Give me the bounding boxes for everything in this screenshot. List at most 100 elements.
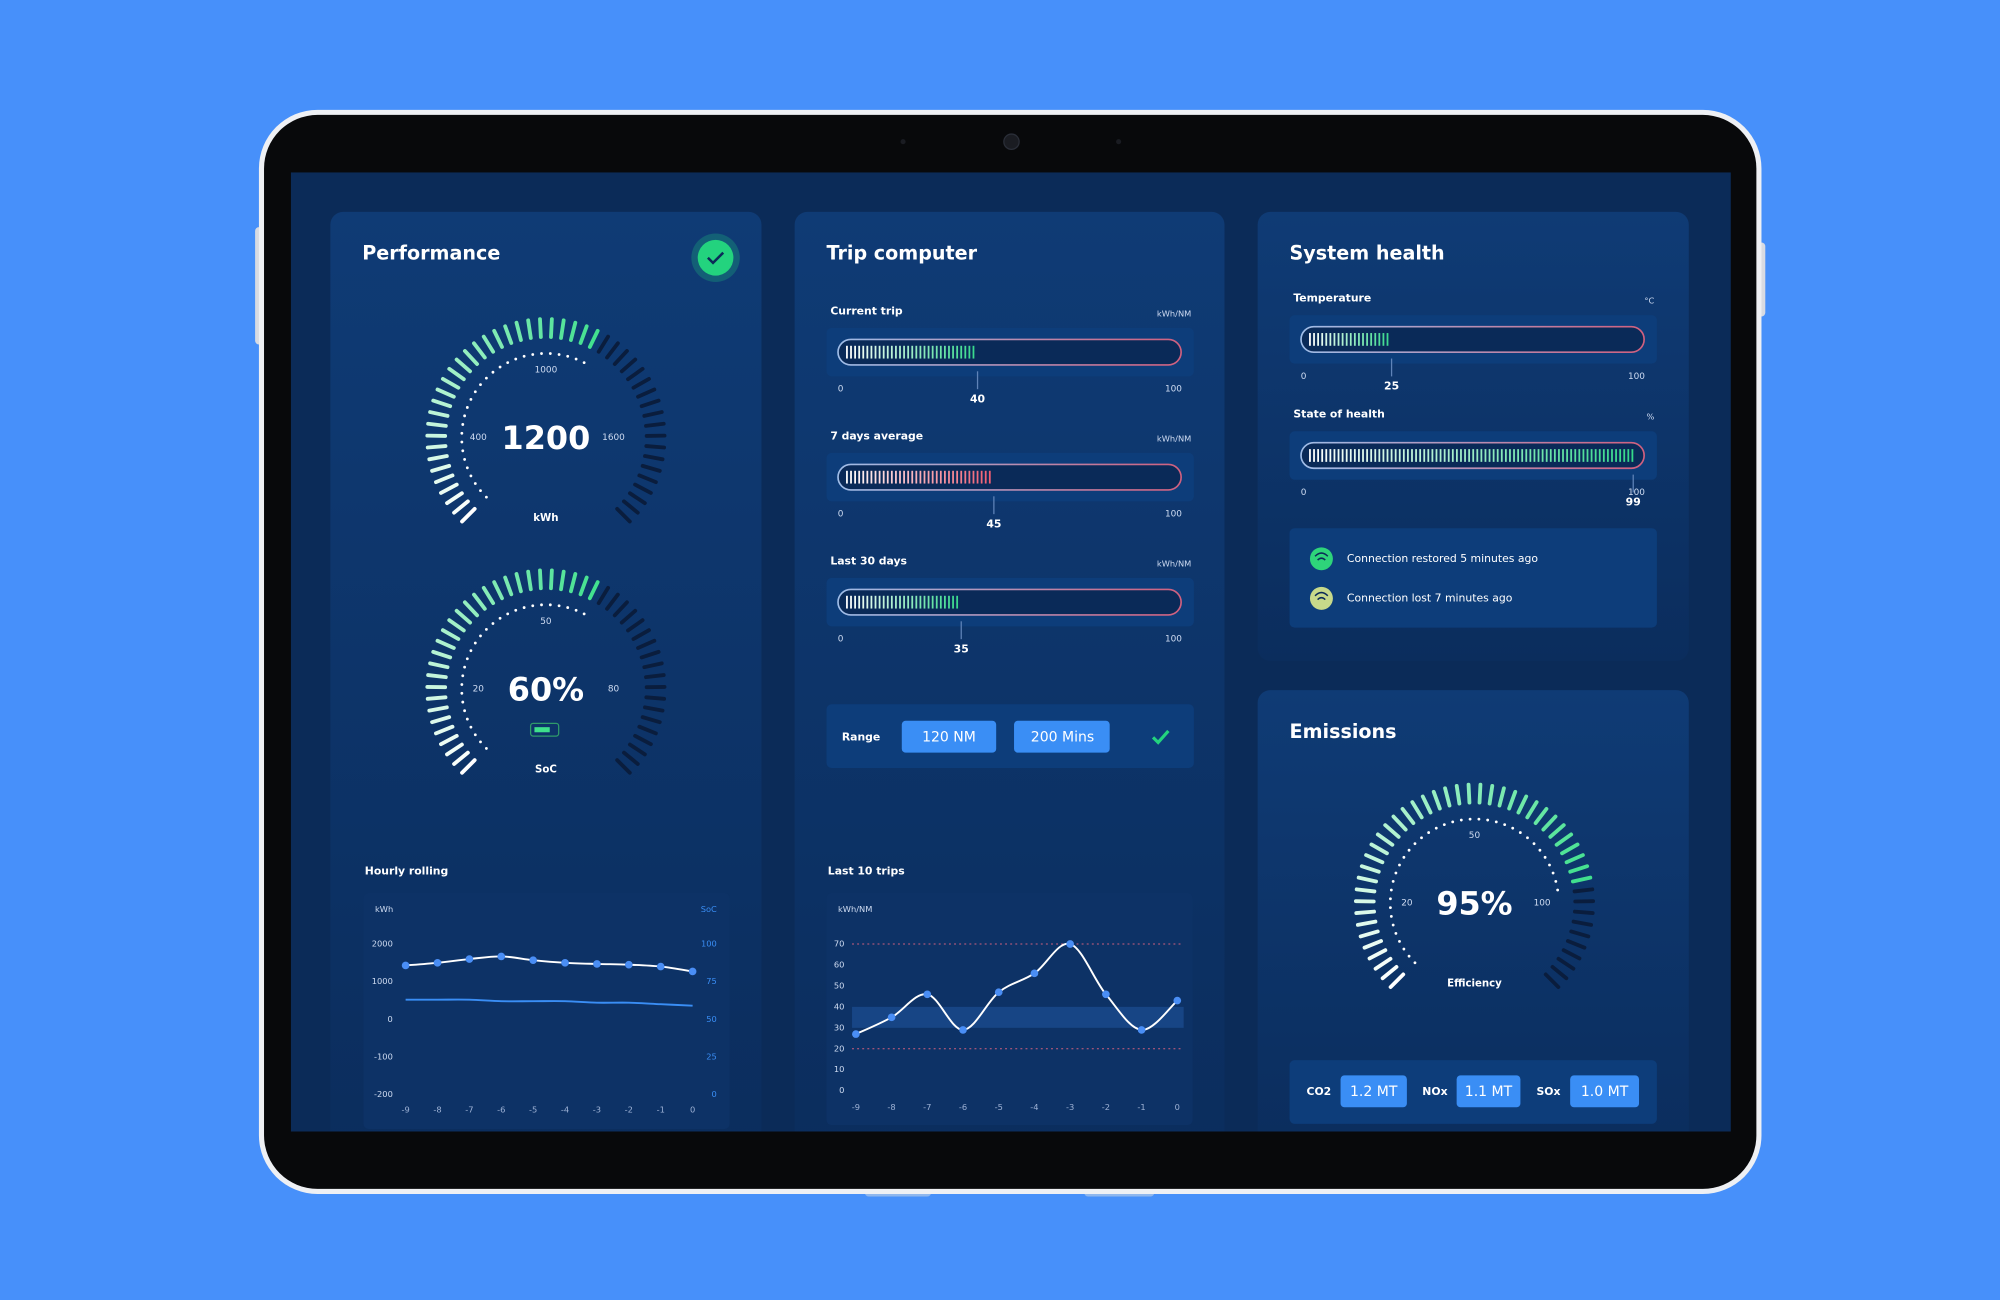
gauge-tick bbox=[1569, 929, 1591, 939]
x-tick-label: -4 bbox=[1030, 1102, 1038, 1112]
bar-track bbox=[1300, 325, 1645, 353]
gauge-tick bbox=[622, 499, 640, 515]
gauge-tick-label: 400 bbox=[470, 433, 487, 443]
pollutant-amount: 1.0 MT bbox=[1581, 1084, 1629, 1100]
gauge-dot bbox=[1532, 842, 1536, 846]
bar-unit: kWh/NM bbox=[1157, 433, 1191, 443]
gauge-tick-lit bbox=[425, 695, 448, 701]
range-box bbox=[826, 704, 1194, 768]
gauge-tick-lit bbox=[503, 575, 514, 597]
gauge-dot bbox=[1468, 817, 1472, 821]
series-point bbox=[994, 988, 1003, 997]
gauge-value: 60% bbox=[508, 670, 584, 708]
gauge-tick bbox=[615, 758, 632, 775]
gauge-dot bbox=[479, 489, 482, 493]
pollutant-amount: 1.1 MT bbox=[1465, 1084, 1513, 1100]
gauge-tick-lit bbox=[1391, 814, 1408, 832]
gauge-tick-lit bbox=[447, 618, 466, 633]
gauge-tick-lit bbox=[431, 398, 453, 409]
bar-min: 0 bbox=[838, 385, 844, 395]
gauge-tick-lit bbox=[1354, 909, 1376, 916]
gauge-tick-lit bbox=[578, 575, 589, 597]
panel-title: System health bbox=[1290, 241, 1445, 264]
gauge-tick-lit bbox=[1548, 823, 1566, 839]
gauge-dot bbox=[469, 649, 473, 653]
gauge-tick-lit bbox=[439, 733, 459, 747]
gauge-dot bbox=[461, 674, 465, 678]
gauge-dot bbox=[1398, 863, 1401, 867]
gauge-tick-lit bbox=[445, 491, 464, 506]
range-time: 200 Mins bbox=[1031, 729, 1094, 745]
gauge-dot bbox=[484, 495, 488, 499]
x-tick-label: 0 bbox=[690, 1104, 695, 1114]
range-check bbox=[1151, 729, 1170, 745]
gauge-dot bbox=[465, 466, 469, 470]
gauge-dot bbox=[484, 376, 488, 380]
x-tick-label: -8 bbox=[433, 1104, 441, 1114]
gauge-tick-lit bbox=[440, 376, 461, 390]
gauge-dot bbox=[498, 616, 502, 620]
gauge-tick-lit bbox=[1487, 783, 1495, 806]
gauge-dot bbox=[484, 627, 488, 631]
x-tick-label: 0 bbox=[1175, 1102, 1180, 1112]
gauge-tick bbox=[640, 463, 662, 473]
gauge-tick-lit bbox=[492, 328, 504, 349]
gauge-dot bbox=[469, 725, 473, 729]
bar-label: Temperature bbox=[1293, 292, 1371, 305]
event-text: Connection restored 5 minutes ago bbox=[1347, 552, 1538, 565]
gauge-tick bbox=[612, 600, 629, 618]
gauge-tick bbox=[643, 454, 665, 462]
gauge-tick bbox=[644, 421, 666, 428]
x-tick-label: -9 bbox=[401, 1104, 409, 1114]
gauge-dot bbox=[582, 612, 586, 616]
gauge-tick-lit bbox=[1354, 887, 1377, 894]
gauge-dot bbox=[1389, 897, 1392, 901]
wifi-glyph bbox=[1314, 552, 1329, 561]
gauge-tick-lit bbox=[559, 318, 566, 340]
gauge-dot bbox=[461, 449, 465, 453]
gauge-tick-lit bbox=[425, 444, 448, 450]
x-tick-label: -3 bbox=[1066, 1102, 1074, 1112]
gauge-dot bbox=[1526, 836, 1529, 840]
bar-fill bbox=[1309, 333, 1389, 346]
series-point bbox=[1137, 1026, 1146, 1034]
gauge-dot bbox=[1389, 914, 1393, 918]
gauge-tick-lit bbox=[445, 742, 464, 757]
gauge-tick-lit bbox=[578, 324, 589, 345]
gauge-tick-lit bbox=[538, 317, 543, 339]
gauge-tick-lit bbox=[462, 349, 480, 366]
gauge-tick bbox=[605, 592, 620, 611]
gauge-dot bbox=[498, 365, 502, 369]
x-tick-label: -9 bbox=[852, 1102, 860, 1112]
gauge-dot bbox=[1391, 879, 1395, 883]
gauge-tick bbox=[636, 638, 657, 650]
gauge-dot bbox=[1486, 818, 1490, 822]
bar-value: 45 bbox=[986, 517, 1001, 530]
gauge-tick bbox=[612, 349, 629, 366]
gauge-dot bbox=[465, 657, 469, 661]
gauge-dot bbox=[1538, 848, 1542, 852]
gauge-tick bbox=[628, 742, 647, 757]
gauge-tick bbox=[1565, 939, 1587, 950]
series-point bbox=[625, 960, 633, 969]
gauge-tick-label: 1600 bbox=[602, 433, 625, 443]
gauge-tick-lit bbox=[1410, 800, 1424, 820]
gauge-dot bbox=[574, 357, 578, 361]
target-band bbox=[852, 1006, 1184, 1028]
bar-track bbox=[837, 463, 1182, 491]
gauge-dot bbox=[1407, 848, 1411, 852]
gauge-dot bbox=[548, 603, 552, 607]
events-box bbox=[1289, 528, 1657, 628]
gauge-unit: kWh bbox=[533, 513, 558, 524]
pollutant-pill bbox=[1340, 1075, 1407, 1108]
gauge-dot bbox=[463, 665, 467, 669]
gauge-dot bbox=[1477, 817, 1481, 821]
series-line bbox=[405, 998, 693, 1007]
gauge-dot bbox=[461, 423, 465, 426]
axis-label: SoC bbox=[701, 904, 717, 914]
chart-title: Last 10 trips bbox=[828, 864, 905, 877]
gauge-tick-lit bbox=[1375, 832, 1395, 847]
bar-fill bbox=[846, 470, 991, 484]
series-point bbox=[1173, 996, 1182, 1005]
